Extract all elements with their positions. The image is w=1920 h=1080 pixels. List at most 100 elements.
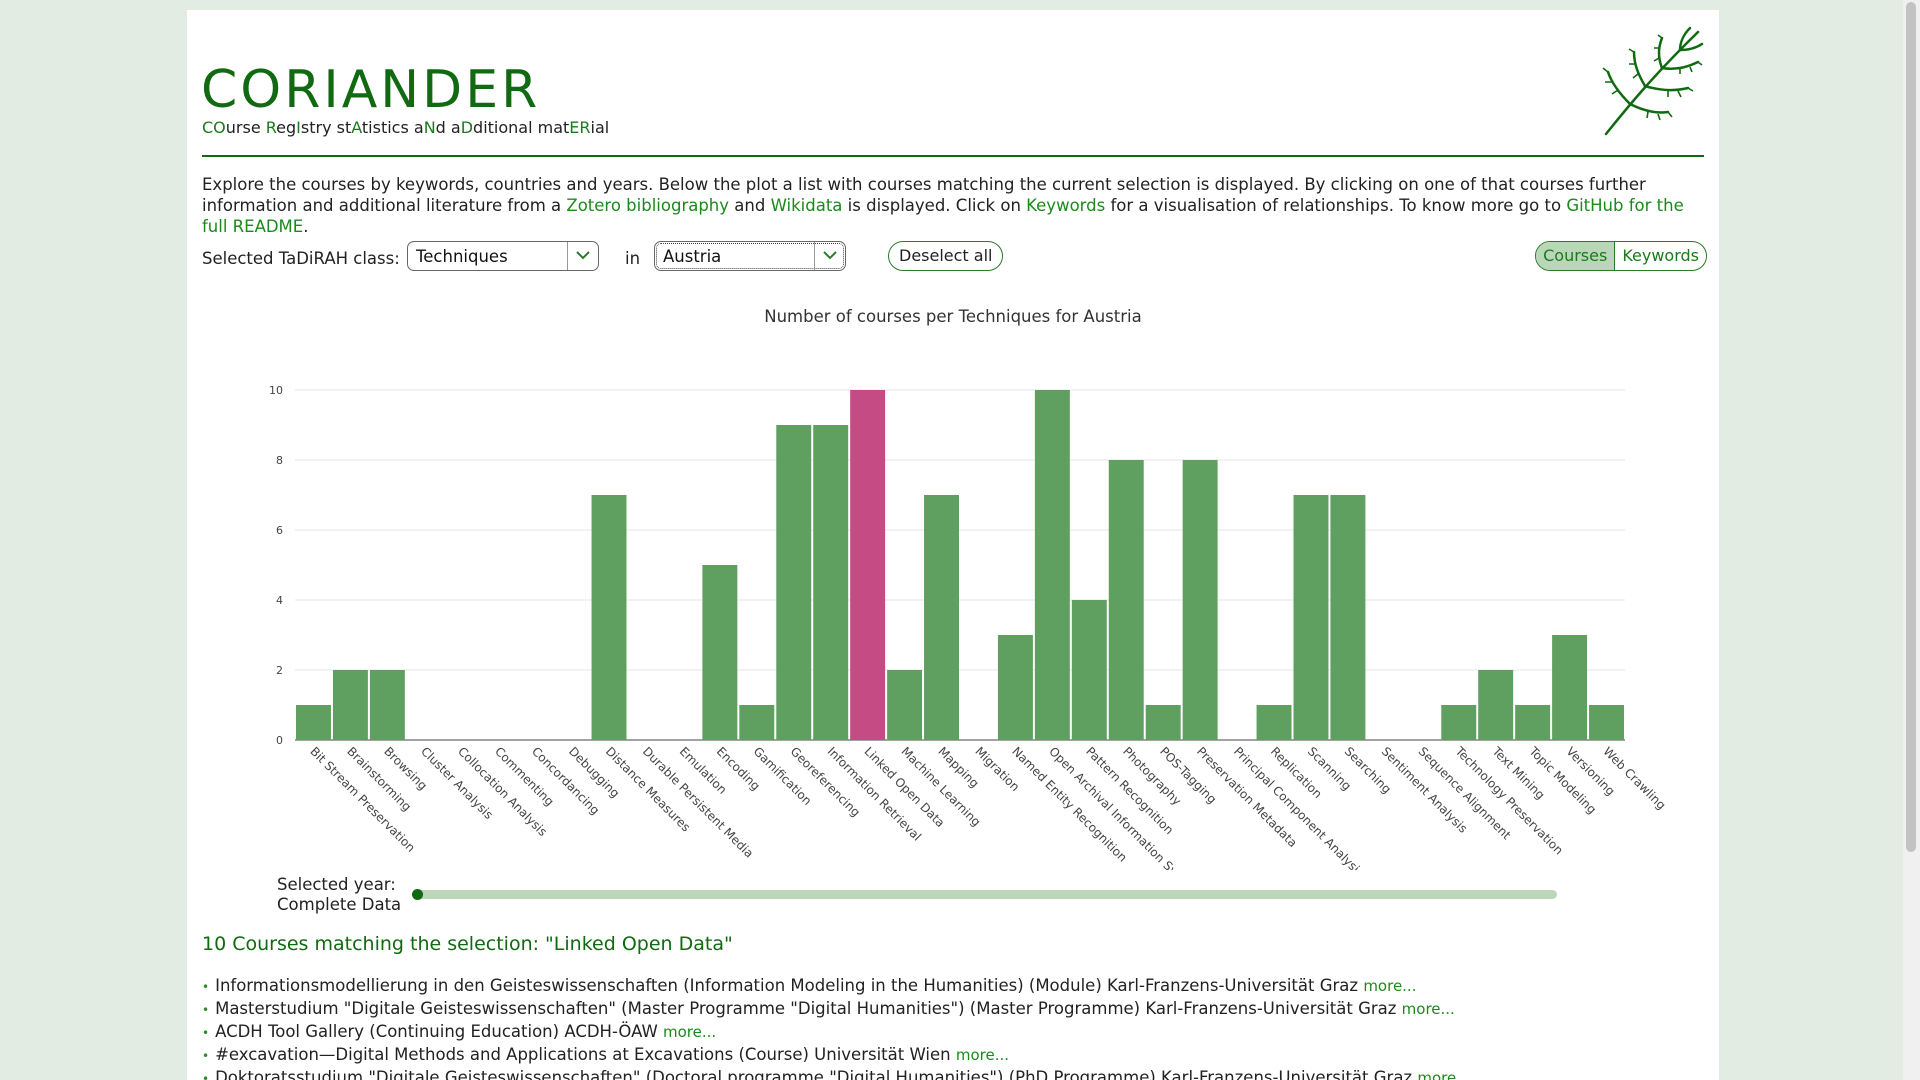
intro-text: Explore the courses by keywords, countri… (202, 174, 1712, 237)
result-more-link[interactable]: more... (663, 1023, 717, 1041)
keywords-link[interactable]: Keywords (1026, 196, 1106, 215)
result-item: • Informationsmodellierung in den Geistes… (202, 975, 1471, 998)
subtitle-part: A (351, 118, 362, 137)
class-select[interactable]: Techniques (407, 241, 599, 271)
y-tick-label: 4 (276, 594, 283, 607)
result-title: #excavation—Digital Methods and Applicat… (215, 1045, 956, 1064)
chart-bar[interactable] (1293, 495, 1329, 740)
subtitle-part: eg (276, 118, 297, 137)
subtitle-part: ial (590, 118, 610, 137)
subtitle-part: stry st (300, 118, 352, 137)
chevron-down-icon (814, 242, 845, 270)
intro-text-part: is displayed. Click on (842, 196, 1027, 215)
chart-bar[interactable] (1108, 460, 1144, 740)
year-slider-handle[interactable] (412, 889, 423, 900)
chart-bar[interactable] (296, 705, 331, 740)
header-divider (202, 155, 1704, 157)
toggle-divider (1614, 242, 1616, 270)
page-title: CORIANDER (201, 60, 541, 120)
bullet-icon: • (202, 1026, 210, 1040)
chart-bar[interactable] (1071, 600, 1107, 740)
chart-bar[interactable] (702, 565, 738, 740)
chart-bar[interactable] (1145, 705, 1181, 740)
year-slider-track[interactable] (412, 890, 1557, 899)
results-list: • Informationsmodellierung in den Geistes… (202, 975, 1471, 1080)
y-tick-label: 0 (276, 734, 283, 747)
y-tick-label: 8 (276, 454, 283, 467)
result-more-link[interactable]: more... (1363, 977, 1417, 995)
x-tick-label: Topic Modeling (1526, 744, 1599, 817)
result-item: • Doktoratsstudium "Digitale Geisteswisse… (202, 1067, 1471, 1080)
keywords-view-button[interactable]: Keywords (1622, 246, 1699, 265)
result-more-link[interactable]: more... (1417, 1069, 1471, 1080)
page-subtitle: COurse RegIstry stAtistics aNd aDditiona… (202, 118, 609, 137)
courses-view-button[interactable]: Courses (1536, 242, 1615, 270)
chart-bar[interactable] (776, 425, 812, 740)
chart-bar[interactable] (1256, 705, 1292, 740)
chart-bar[interactable] (1330, 495, 1366, 740)
result-more-link[interactable]: more... (955, 1046, 1010, 1064)
page-container: CORIANDER COurse RegIstry stAtistics aNd… (187, 10, 1719, 1080)
class-select-value: Techniques (416, 247, 508, 266)
results-heading: 10 Courses matching the selection: "Link… (202, 933, 733, 955)
deselect-all-button[interactable]: Deselect all (888, 241, 1004, 271)
chart-bar[interactable] (1589, 705, 1624, 740)
chart-bar[interactable] (1441, 705, 1477, 740)
in-label: in (625, 249, 641, 268)
subtitle-part: ditional mat (473, 118, 570, 137)
year-slider-label: Selected year: Complete Data (277, 875, 401, 915)
page-scrollbar[interactable] (1903, 0, 1920, 1080)
subtitle-part: d a (435, 118, 461, 137)
subtitle-part: R (265, 118, 277, 137)
result-title: ACDH Tool Gallery (Continuing Education)… (215, 1022, 664, 1041)
chart-bar[interactable] (813, 425, 849, 740)
intro-text-part: and (729, 196, 771, 215)
subtitle-part: CO (202, 118, 226, 137)
subtitle-part: N (423, 118, 436, 137)
year-slider-label-line1: Selected year: (277, 875, 396, 894)
zotero-link[interactable]: Zotero bibliography (566, 196, 730, 215)
result-item: • ACDH Tool Gallery (Continuing Education… (202, 1021, 1471, 1044)
intro-text-part: . (303, 217, 309, 236)
coriander-leaf-icon (1602, 26, 1704, 136)
chart-bar[interactable] (1478, 670, 1514, 740)
result-title: Informationsmodellierung in den Geistesw… (215, 976, 1364, 995)
subtitle-part: ER (569, 118, 591, 137)
result-item: • Masterstudium "Digitale Geisteswissensc… (202, 998, 1471, 1021)
year-slider-label-line2: Complete Data (277, 895, 402, 914)
y-tick-label: 10 (269, 384, 283, 397)
wikidata-link[interactable]: Wikidata (770, 196, 843, 215)
x-tick-label: Web Crawling (1600, 744, 1668, 812)
chart-bar[interactable] (1552, 635, 1588, 740)
intro-text-part: for a visualisation of relationships. To… (1105, 196, 1567, 215)
github-readme-link[interactable]: GitHub for the full README (202, 196, 1684, 236)
chart-bar[interactable] (850, 390, 886, 740)
y-tick-label: 6 (276, 524, 283, 537)
chart-bar[interactable] (369, 670, 405, 740)
chart-bar[interactable] (1515, 705, 1551, 740)
result-title: Masterstudium "Digitale Geisteswissensch… (215, 999, 1402, 1018)
result-item: • #excavation—Digital Methods and Applica… (202, 1044, 1471, 1067)
chart-bar[interactable] (924, 495, 959, 740)
intro-text-part: Explore the courses by keywords, countri… (202, 175, 1646, 215)
chart-title: Number of courses per Techniques for Aus… (764, 307, 1142, 326)
y-tick-label: 2 (276, 664, 283, 677)
country-select[interactable]: Austria (654, 241, 846, 271)
scrollbar-thumb[interactable] (1906, 2, 1916, 852)
chart-bar[interactable] (1182, 460, 1218, 740)
view-toggle: Courses Keywords (1535, 241, 1707, 271)
result-more-link[interactable]: more... (1401, 1000, 1455, 1018)
bullet-icon: • (202, 1072, 210, 1080)
bullet-icon: • (202, 1049, 210, 1063)
chart-bar[interactable] (887, 670, 923, 740)
chart-bar[interactable] (591, 495, 627, 740)
subtitle-part: tistics a (361, 118, 424, 137)
bullet-icon: • (202, 1003, 210, 1017)
chart-bar[interactable] (997, 635, 1033, 740)
chart-bar[interactable] (1034, 390, 1070, 740)
chart-bar[interactable] (332, 670, 368, 740)
x-tick-label: Brainstorming (344, 744, 414, 814)
class-select-label: Selected TaDiRAH class: (202, 249, 400, 268)
chart-bar[interactable] (739, 705, 775, 740)
